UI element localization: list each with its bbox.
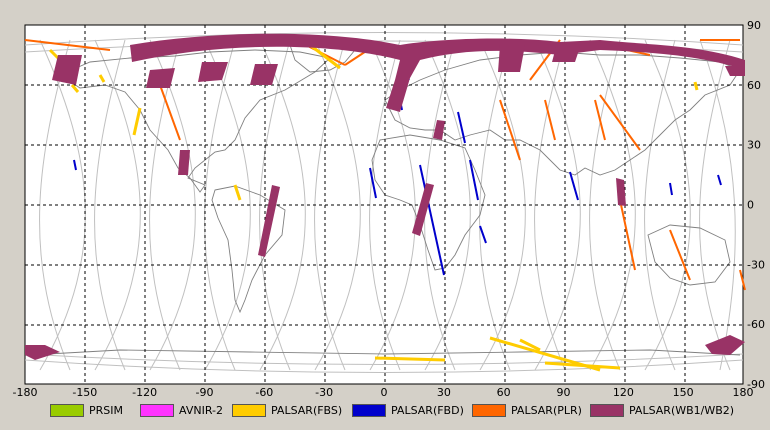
coverage-map: -180 -150 -120 -90 -60 -30 0 30 60 90 120 150 180 90… <box>13 19 765 399</box>
legend-swatch <box>590 403 624 417</box>
lat-tick-label: 60 <box>747 79 761 92</box>
legend-item: PALSAR(FBD) <box>352 402 464 418</box>
legend-swatch <box>232 403 266 417</box>
lon-tick-label: 0 <box>381 386 388 399</box>
lon-tick-label: 150 <box>673 386 694 399</box>
lat-tick-label: 30 <box>747 139 761 152</box>
legend-item: PRSIM <box>50 402 123 418</box>
north-america-outline <box>59 49 331 193</box>
lon-tick-label: 180 <box>733 386 754 399</box>
legend-item: PALSAR(FBS) <box>232 402 342 418</box>
fbs-swaths <box>48 43 699 372</box>
south-america-outline <box>211 185 286 314</box>
lon-tick-label: -90 <box>196 386 214 399</box>
lat-tick-label: -30 <box>747 258 765 271</box>
legend-swatch <box>472 403 506 417</box>
legend-label: PRSIM <box>89 403 123 417</box>
orbit-tracks <box>24 32 744 373</box>
lat-tick-label: -60 <box>747 318 765 331</box>
legend-label: PALSAR(FBD) <box>391 403 464 417</box>
lat-tick-label: 0 <box>747 199 754 212</box>
legend-label: PALSAR(WB1/WB2) <box>629 403 735 417</box>
legend: PRSIM AVNIR-2 PALSAR(FBS) PALSAR(FBD) PALSAR… <box>0 398 770 424</box>
lon-tick-label: -180 <box>13 386 38 399</box>
lon-tick-label: 120 <box>613 386 634 399</box>
antarctica-outline <box>29 349 741 356</box>
legend-swatch <box>352 403 386 417</box>
lon-tick-label: 30 <box>437 386 451 399</box>
legend-item: PALSAR(WB1/WB2) <box>590 402 734 418</box>
legend-label: AVNIR-2 <box>179 403 223 417</box>
lat-tick-label: -90 <box>747 378 765 391</box>
lat-tick-label: 90 <box>747 19 761 32</box>
lon-tick-label: -120 <box>132 386 157 399</box>
wb-swaths <box>25 33 745 360</box>
legend-label: PALSAR(FBS) <box>271 403 343 417</box>
legend-item: PALSAR(PLR) <box>472 402 582 418</box>
legend-swatch <box>140 403 174 417</box>
lon-tick-label: 90 <box>557 386 571 399</box>
lon-tick-label: 60 <box>497 386 511 399</box>
lon-tick-label: -60 <box>255 386 273 399</box>
lon-tick-label: -150 <box>72 386 97 399</box>
legend-label: PALSAR(PLR) <box>511 403 582 417</box>
legend-item: AVNIR-2 <box>140 402 223 418</box>
lat-tick-labels: 90 60 30 0 -30 -60 -90 <box>747 19 765 391</box>
lon-tick-labels: -180 -150 -120 -90 -60 -30 0 30 60 90 120 150 180 <box>13 386 754 399</box>
lon-tick-label: -30 <box>315 386 333 399</box>
australia-outline <box>647 224 731 286</box>
legend-swatch <box>50 403 84 417</box>
